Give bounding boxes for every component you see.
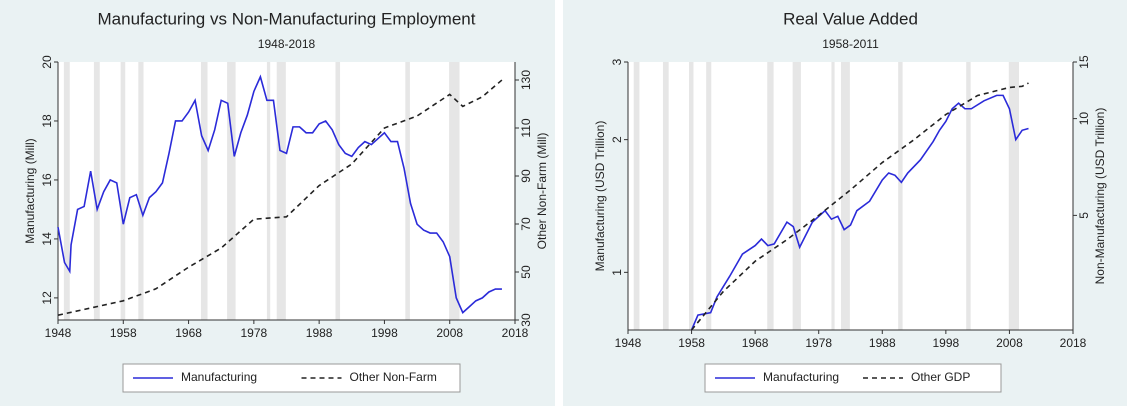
- legend-box: [122, 363, 461, 393]
- chart-subtitle: 1958-2011: [822, 37, 879, 51]
- y-tick-label: 2: [610, 136, 624, 143]
- legend-label: Manufacturing: [763, 370, 839, 384]
- x-tick-label: 2008: [436, 326, 463, 340]
- y-tick-label: 20: [40, 55, 54, 69]
- chart-title: Real Value Added: [783, 9, 918, 28]
- y-tick-label: 3: [610, 58, 624, 65]
- y2-tick-label: 130: [519, 70, 533, 90]
- series-line: [690, 94, 1029, 331]
- y2-axis-label: Other Non-Farm (Mill): [535, 133, 549, 250]
- legend-label: Other GDP: [911, 370, 970, 384]
- y-tick-label: 18: [40, 114, 54, 128]
- y-axis-label: Manufacturing (Mill): [23, 138, 37, 243]
- x-tick-label: 1998: [371, 326, 398, 340]
- recession-band: [449, 62, 460, 320]
- x-tick-label: 1958: [678, 336, 705, 350]
- recession-band: [63, 62, 70, 320]
- recession-band: [767, 62, 774, 330]
- recession-band: [335, 62, 341, 320]
- recession-band: [706, 62, 712, 330]
- y2-tick-label: 70: [519, 217, 533, 231]
- y2-tick-label: 50: [519, 265, 533, 279]
- recession-band: [792, 62, 801, 330]
- y2-tick-label: 15: [1077, 55, 1091, 69]
- plot-area: [628, 62, 1073, 330]
- x-tick-label: 1958: [110, 326, 137, 340]
- x-tick-label: 2008: [996, 336, 1023, 350]
- recession-band: [689, 62, 694, 330]
- x-tick-label: 1978: [805, 336, 832, 350]
- x-tick-label: 2018: [1060, 336, 1087, 350]
- x-tick-label: 1998: [933, 336, 960, 350]
- y2-tick-label: 10: [1077, 112, 1091, 126]
- x-tick-label: 1968: [175, 326, 202, 340]
- y-tick-label: 16: [40, 173, 54, 187]
- recession-band: [266, 62, 271, 320]
- recession-band: [93, 62, 100, 320]
- y2-tick-label: 5: [1077, 212, 1091, 219]
- y-tick-label: 12: [40, 291, 54, 305]
- chart-subtitle: 1948-2018: [258, 37, 316, 51]
- recession-band: [831, 62, 835, 330]
- x-tick-label: 2018: [502, 326, 529, 340]
- y-tick-label: 14: [40, 232, 54, 246]
- recession-band: [898, 62, 903, 330]
- x-tick-label: 1988: [306, 326, 333, 340]
- x-tick-label: 1948: [45, 326, 72, 340]
- recession-band: [200, 62, 208, 320]
- series-line: [57, 79, 503, 316]
- x-tick-label: 1968: [742, 336, 769, 350]
- recession-band: [662, 62, 669, 330]
- x-tick-label: 1978: [241, 326, 268, 340]
- series-line: [690, 82, 1029, 331]
- legend-label: Manufacturing: [181, 370, 257, 384]
- recession-band: [840, 62, 850, 330]
- y-axis-label: Manufacturing (USD Trillion): [593, 121, 607, 272]
- chart-title: Manufacturing vs Non-Manufacturing Emplo…: [98, 9, 476, 28]
- x-tick-label: 1988: [869, 336, 896, 350]
- recession-band: [633, 62, 640, 330]
- y2-tick-label: 30: [519, 313, 533, 327]
- y-tick-label: 1: [610, 269, 624, 276]
- recession-band: [1008, 62, 1019, 330]
- recession-band: [227, 62, 236, 320]
- series-line: [57, 74, 502, 314]
- recession-band: [966, 62, 971, 330]
- x-tick-label: 1948: [615, 336, 642, 350]
- y2-tick-label: 90: [519, 169, 533, 183]
- y2-tick-label: 110: [519, 118, 533, 137]
- recession-band: [276, 62, 286, 320]
- y2-axis-label: Non-Manufacturing (USD Trillion): [1093, 108, 1107, 285]
- recession-band: [120, 62, 126, 320]
- recession-band: [138, 62, 144, 320]
- legend-label: Other Non-Farm: [350, 370, 437, 384]
- plot-area: [58, 62, 515, 320]
